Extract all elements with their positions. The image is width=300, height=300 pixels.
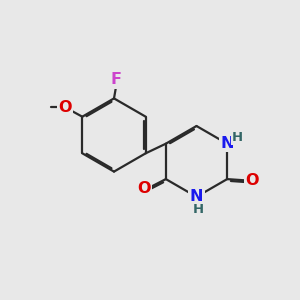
Text: H: H [232,131,243,144]
Text: O: O [137,181,150,196]
Text: F: F [111,72,122,87]
Text: O: O [58,100,72,115]
Text: N: N [190,189,203,204]
Text: N: N [220,136,234,151]
Text: O: O [246,173,259,188]
Text: H: H [192,203,204,216]
